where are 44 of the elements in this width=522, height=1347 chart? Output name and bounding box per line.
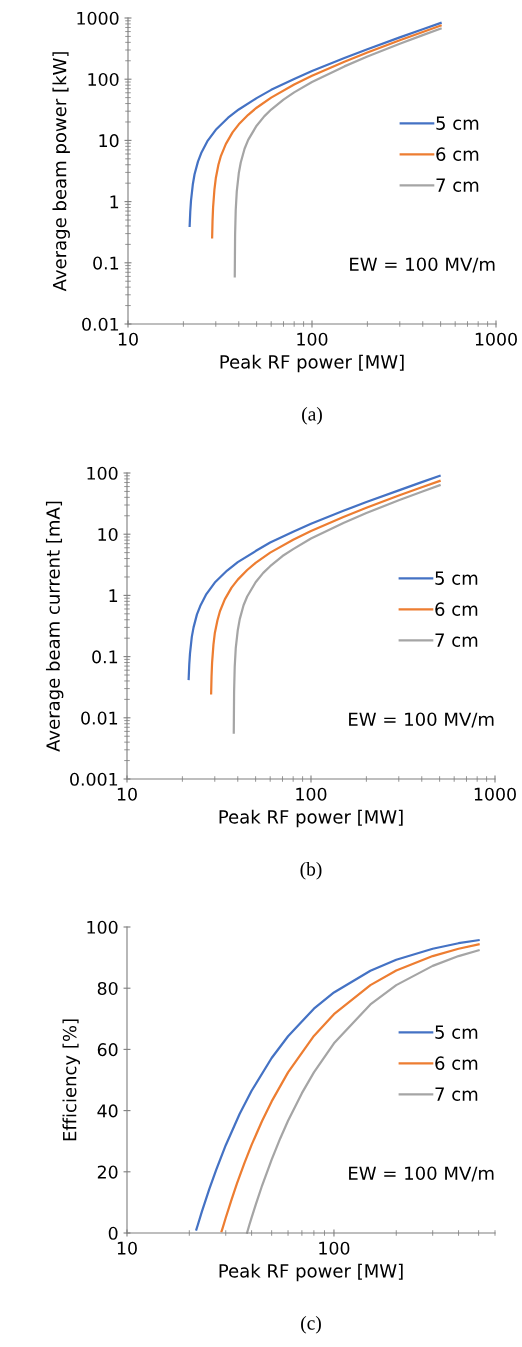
legend-label: 7 cm: [435, 633, 478, 647]
y-tick-label: 100: [88, 72, 119, 87]
x-tick-label: 100: [296, 787, 327, 801]
y-tick-label: 80: [97, 981, 118, 996]
legend-label: 6 cm: [436, 147, 479, 161]
y-tick-label: 10: [98, 527, 118, 542]
y-tick-label: 1: [110, 195, 119, 209]
text: (a): [302, 406, 322, 425]
x-tick-label: 10: [118, 332, 138, 346]
x-tick-label: 1000: [474, 787, 516, 801]
legend-label: 6 cm: [435, 602, 478, 616]
y-tick-label: 0.01: [82, 317, 119, 331]
y-tick-label: 100: [87, 920, 118, 934]
annotation: EW = 100 MV/m: [349, 712, 494, 728]
y-tick-label: 10: [99, 134, 119, 148]
y-axis-title: Efficiency [%]: [62, 1019, 80, 1141]
y-tick-label: 1000: [77, 11, 119, 25]
y-tick-label: 0.1: [92, 650, 118, 664]
legend-label: 6 cm: [435, 1056, 478, 1070]
legend-label: 5 cm: [436, 116, 479, 130]
y-tick-label: 20: [97, 1165, 118, 1179]
y-axis-title: Average beam power [kW]: [52, 52, 70, 292]
legend-label: 7 cm: [435, 1087, 478, 1101]
annotation: EW = 100 MV/m: [349, 1166, 494, 1182]
y-axis-title: Average beam current [mA]: [45, 501, 64, 752]
x-tick-label: 100: [297, 332, 328, 346]
legend-label: 5 cm: [435, 1025, 478, 1039]
y-tick-label: 40: [97, 1104, 118, 1118]
y-tick-label: 100: [87, 466, 118, 480]
text: (b): [300, 861, 322, 880]
y-tick-label: 0.1: [93, 256, 119, 270]
y-tick-label: 60: [97, 1043, 118, 1057]
text: (c): [301, 1315, 321, 1334]
y-tick-label: 0.001: [70, 772, 118, 786]
y-tick-label: 0: [108, 1226, 118, 1240]
legend-label: 7 cm: [436, 178, 479, 192]
y-tick-label: 1: [109, 589, 118, 602]
legend-label: 5 cm: [435, 571, 478, 585]
y-tick-label: 0.01: [81, 711, 118, 725]
x-axis-title: Peak RF power [MW]: [220, 354, 404, 373]
annotation: EW = 100 MV/m: [350, 257, 495, 273]
x-tick-label: 1000: [475, 332, 517, 346]
x-axis-title: Peak RF power [MW]: [219, 809, 403, 828]
x-axis-title: Peak RF power [MW]: [219, 1263, 403, 1282]
